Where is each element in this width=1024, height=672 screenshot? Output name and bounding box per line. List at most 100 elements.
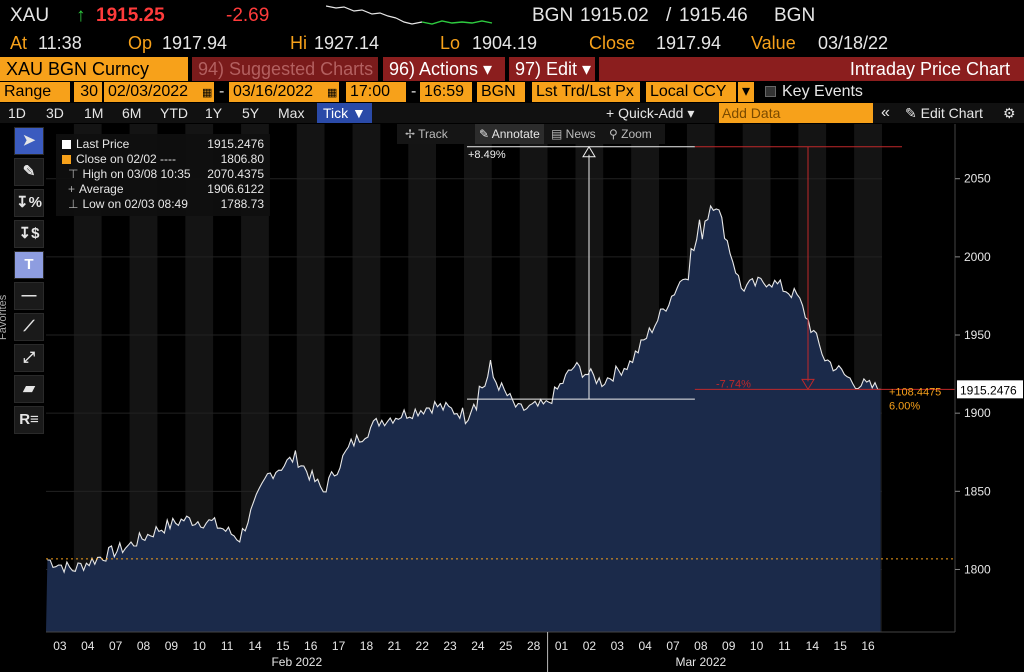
ask-source: BGN (774, 5, 816, 26)
x-tick-label: 17 (332, 639, 346, 653)
news-button[interactable]: ▤ News (551, 127, 596, 141)
x-tick-label: 22 (416, 639, 430, 653)
legend-close[interactable]: Close on 02/02 ---- (62, 152, 176, 166)
measure-up-pct: +8.49% (468, 149, 506, 161)
horizontal-line-icon[interactable]: — (14, 282, 44, 310)
last-price: 1915.25 (96, 5, 165, 26)
channel-icon[interactable]: ▰ (14, 375, 44, 403)
x-tick-label: 09 (722, 639, 736, 653)
x-tick-label: 16 (861, 639, 875, 653)
security-field[interactable]: XAU BGN Curncy (0, 57, 188, 81)
y-tick-label: 1900 (964, 406, 991, 420)
end-time-field[interactable]: 16:59 (420, 82, 472, 102)
quick-add-button[interactable]: + Quick-Add ▾ (606, 105, 695, 121)
x-tick-label: 08 (137, 639, 151, 653)
value-label: Value (751, 33, 796, 53)
low-value: 1904.19 (472, 33, 538, 53)
period-ytd[interactable]: YTD (160, 105, 188, 121)
at-label: At (10, 33, 28, 53)
chart-type-title: Intraday Price Chart (599, 57, 1024, 81)
legend-average-value: 1906.6122 (207, 182, 264, 196)
actions-menu[interactable]: 96) Actions ▾ (383, 57, 505, 81)
open-label: Op (128, 33, 153, 53)
edit-chart-button[interactable]: ✎ Edit Chart (905, 105, 983, 121)
legend-low: ⊥ Low on 02/03 08:49 (68, 197, 188, 211)
high-marker-icon: ⊤ (68, 167, 79, 181)
period-6m[interactable]: 6M (122, 105, 142, 121)
start-date-field[interactable]: 02/03/2022 (104, 82, 200, 102)
measure-down-arrowhead (801, 378, 815, 391)
period-3d[interactable]: 3D (46, 105, 64, 121)
x-tick-label: 16 (304, 639, 318, 653)
range-bar: Range 30 02/03/2022 ▦ - 03/16/2022 ▦ 17:… (0, 82, 1024, 103)
legend-low-label: Low on 02/03 08:49 (82, 197, 188, 211)
end-calendar-icon[interactable]: ▦ (325, 82, 339, 102)
key-events-checkbox[interactable] (765, 86, 776, 97)
key-events-label[interactable]: Key Events (782, 83, 863, 100)
x-tick-label: 15 (276, 639, 290, 653)
up-arrow-icon: ↑ (76, 5, 86, 26)
source-field[interactable]: BGN (477, 82, 525, 102)
x-tick-label: 25 (499, 639, 513, 653)
x-tick-label: 11 (221, 639, 234, 653)
close-label: Close (589, 33, 636, 53)
period-max[interactable]: Max (278, 105, 305, 121)
legend-last-value: 1915.2476 (207, 137, 264, 151)
low-marker-icon: ⊥ (68, 197, 79, 211)
ticker-symbol[interactable]: XAU (10, 5, 50, 26)
x-tick-label: 21 (388, 639, 402, 653)
start-time-field[interactable]: 17:00 (346, 82, 406, 102)
tick-dropdown[interactable]: Tick ▼ (317, 103, 372, 123)
high-value: 1927.14 (314, 33, 380, 53)
x-tick-label: 03 (53, 639, 67, 653)
y-tick-label: 2050 (964, 172, 991, 186)
track-button[interactable]: ✢ Track (405, 127, 448, 141)
annotate-button[interactable]: ✎ Annotate (475, 124, 544, 144)
start-calendar-icon[interactable]: ▦ (200, 82, 214, 102)
suggested-charts-button[interactable]: 94) Suggested Charts (192, 57, 378, 81)
x-tick-label: 18 (360, 639, 374, 653)
trendline-icon[interactable]: ⟋ (14, 313, 44, 341)
x-tick-label: 15 (834, 639, 848, 653)
close-value: 1917.94 (656, 33, 722, 53)
low-label: Lo (440, 33, 461, 53)
pencil-icon[interactable]: ✎ (14, 158, 44, 186)
collapse-icon[interactable]: « (881, 104, 890, 121)
bid-source: BGN (532, 5, 574, 26)
edit-menu[interactable]: 97) Edit ▾ (509, 57, 595, 81)
ray-icon[interactable]: ⤢ (14, 344, 44, 372)
average-marker-icon: + (68, 182, 76, 196)
currency-dropdown-icon[interactable]: ▾ (738, 82, 754, 102)
legend-last-price[interactable]: Last Price (62, 137, 129, 151)
period-1y[interactable]: 1Y (205, 105, 223, 121)
legend-high-value: 2070.4375 (207, 167, 264, 181)
add-data-input[interactable]: Add Data (719, 103, 873, 123)
cursor-arrow-icon[interactable]: ➤ (14, 127, 44, 155)
currency-selector[interactable]: Local CCY (646, 82, 736, 102)
bid-price: 1915.02 (580, 5, 649, 26)
price-line (47, 204, 881, 574)
regression-icon[interactable]: R≡ (14, 406, 44, 434)
price-area (46, 205, 881, 632)
text-tool-icon[interactable]: T (14, 251, 44, 279)
time-range-dash: - (411, 83, 417, 100)
sparkline-up (421, 20, 493, 25)
y-tick-label: 1950 (964, 328, 991, 342)
legend-low-value: 1788.73 (220, 197, 264, 211)
favorites-tab[interactable]: Favorites (0, 270, 11, 350)
period-bar: 1D 3D 1M 6M YTD 1Y 5Y Max Tick ▼ + Quick… (0, 103, 1024, 123)
field-selector[interactable]: Lst Trd/Lst Px (532, 82, 640, 102)
period-1m[interactable]: 1M (84, 105, 104, 121)
percent-measure-icon[interactable]: ↧% (14, 189, 44, 217)
dollar-measure-icon[interactable]: ↧$ (14, 220, 44, 248)
quote-header: XAU ↑ 1915.25 -2.69 BGN 1915.02 / 1915.4… (0, 0, 1024, 32)
x-month-label: Mar 2022 (676, 655, 727, 669)
gear-icon[interactable]: ⚙ (1003, 105, 1016, 121)
period-1d[interactable]: 1D (8, 105, 26, 121)
x-tick-label: 07 (666, 639, 680, 653)
interval-field[interactable]: 30 (74, 82, 102, 102)
period-5y[interactable]: 5Y (242, 105, 260, 121)
zoom-button[interactable]: ⚲ Zoom (609, 127, 652, 141)
end-date-field[interactable]: 03/16/2022 (229, 82, 325, 102)
